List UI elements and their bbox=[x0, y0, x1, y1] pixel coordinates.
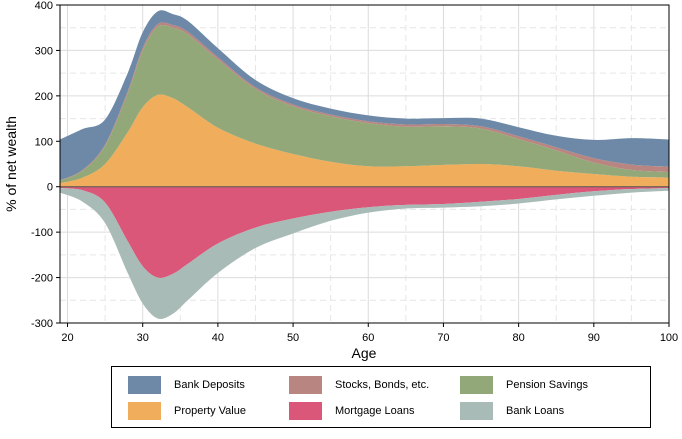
legend-swatch-property-value bbox=[128, 402, 161, 420]
x-tick-label: 40 bbox=[212, 332, 224, 344]
legend-item-property-value: Property Value bbox=[128, 402, 246, 420]
y-tick-label: 0 bbox=[47, 182, 53, 194]
x-tick-label: 50 bbox=[287, 332, 299, 344]
area-series bbox=[60, 10, 669, 319]
y-tick-label: -200 bbox=[31, 273, 53, 285]
legend-item-stocks-bonds: Stocks, Bonds, etc. bbox=[289, 376, 429, 394]
area-pension-savings bbox=[60, 25, 669, 184]
x-tick-label: 90 bbox=[588, 332, 600, 344]
y-tick-label: -300 bbox=[31, 318, 53, 330]
x-tick-label: 20 bbox=[61, 332, 73, 344]
y-tick-label: 200 bbox=[35, 91, 53, 103]
y-tick-label: 400 bbox=[35, 0, 53, 12]
legend-item-mortgage-loans: Mortgage Loans bbox=[289, 402, 415, 420]
y-axis-title: % of net wealth bbox=[3, 116, 19, 212]
legend-item-pension-savings: Pension Savings bbox=[460, 376, 588, 394]
plot-frame bbox=[59, 4, 670, 324]
x-axis-title: Age bbox=[352, 345, 377, 361]
legend-label-stocks-bonds: Stocks, Bonds, etc. bbox=[335, 379, 430, 391]
chart-legend: Bank Deposits Stocks, Bonds, etc. Pensio… bbox=[111, 366, 651, 428]
legend-swatch-mortgage-loans bbox=[289, 402, 322, 420]
legend-label-bank-deposits: Bank Deposits bbox=[174, 379, 245, 391]
x-tick-label: 30 bbox=[137, 332, 149, 344]
x-tick-label: 60 bbox=[362, 332, 374, 344]
legend-item-bank-deposits: Bank Deposits bbox=[128, 376, 245, 394]
legend-swatch-stocks-bonds bbox=[289, 376, 322, 394]
area-stocks-bonds-etc bbox=[60, 22, 669, 181]
y-tick-label: -100 bbox=[31, 227, 53, 239]
legend-swatch-bank-loans bbox=[460, 402, 493, 420]
legend-label-pension-savings: Pension Savings bbox=[506, 379, 588, 391]
legend-label-mortgage-loans: Mortgage Loans bbox=[335, 405, 415, 417]
y-tick-label: 100 bbox=[35, 136, 53, 148]
x-tick-label: 70 bbox=[437, 332, 449, 344]
x-tick-label: 100 bbox=[660, 332, 678, 344]
legend-label-bank-loans: Bank Loans bbox=[506, 405, 565, 417]
x-tick-label: 80 bbox=[513, 332, 525, 344]
legend-item-bank-loans: Bank Loans bbox=[460, 402, 564, 420]
area-property-value bbox=[60, 94, 669, 187]
area-mortgage-loans bbox=[60, 186, 669, 278]
legend-swatch-pension-savings bbox=[460, 376, 493, 394]
legend-label-property-value: Property Value bbox=[174, 405, 246, 417]
legend-swatch-bank-deposits bbox=[128, 376, 161, 394]
axes: 20 30 40 50 60 70 80 90 100 -300 -200 -100 0 100 200 30… bbox=[31, 0, 678, 344]
y-tick-label: 300 bbox=[35, 45, 53, 57]
